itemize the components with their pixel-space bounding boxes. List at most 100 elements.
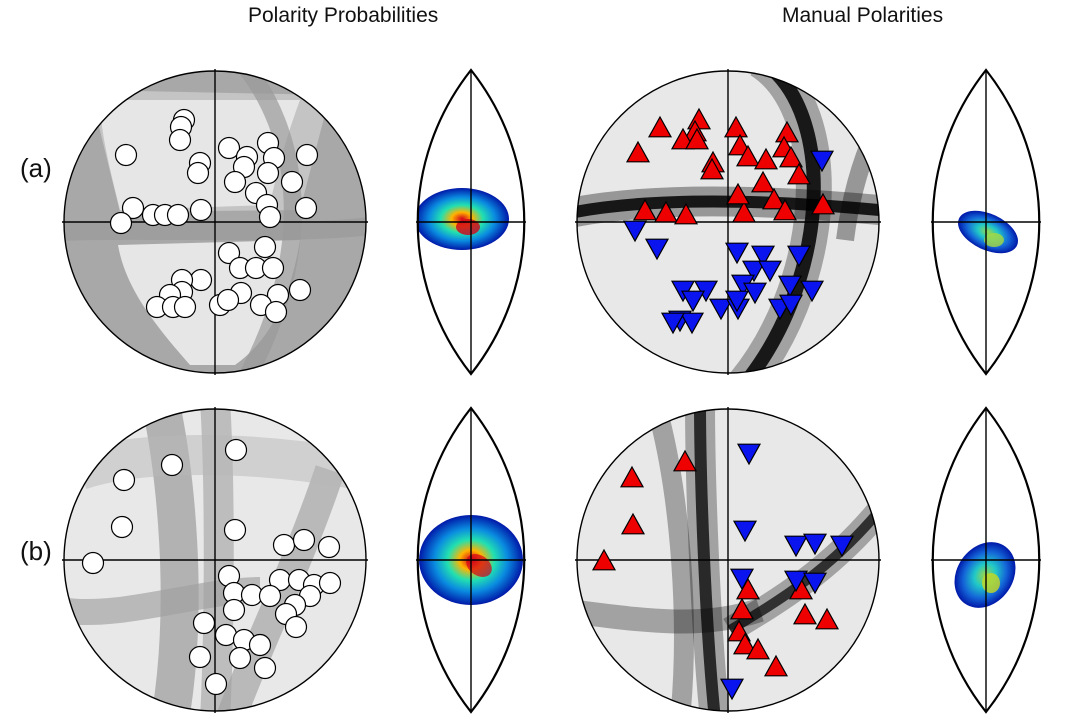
polarity-point <box>189 198 213 222</box>
dilatational-marker <box>732 520 758 543</box>
polarity-point <box>188 645 212 669</box>
density-cluster-a-manual <box>958 210 1018 254</box>
beachball-b-manual <box>575 407 881 713</box>
polarity-point <box>253 656 277 680</box>
dilatational-marker <box>708 298 734 321</box>
compressional-marker <box>792 602 818 625</box>
dilatational-marker <box>742 282 768 305</box>
dilatational-marker <box>783 570 809 593</box>
probability-points-a <box>109 108 319 324</box>
compressional-marker <box>723 115 749 138</box>
polarity-point <box>109 211 133 235</box>
nodal-band-b-1 <box>141 409 199 711</box>
polarity-point <box>317 535 341 559</box>
dilatational-marker <box>777 275 803 298</box>
dilatational-marker <box>829 535 855 558</box>
compressional-markers-a <box>625 107 836 225</box>
polarity-point <box>272 533 296 557</box>
dilatational-marker <box>724 242 750 265</box>
beachball-a-manual <box>575 69 881 375</box>
dilatational-marker <box>644 238 670 261</box>
polarity-point <box>192 611 216 635</box>
dilatational-marker <box>786 245 812 268</box>
compressional-marker <box>731 200 757 223</box>
nodal-band-b-mid-1 <box>694 409 721 711</box>
density-hotspot-a <box>456 219 480 235</box>
polarity-point <box>114 143 138 167</box>
density-cluster-a <box>417 188 509 250</box>
lens-a-manual <box>931 68 1041 376</box>
dilatational-marker <box>729 568 755 591</box>
nodal-band-b-mid-2 <box>650 417 694 711</box>
polarity-point <box>280 170 304 194</box>
polarity-point <box>318 571 342 595</box>
compressional-marker <box>729 597 755 620</box>
dilatational-marker <box>783 535 809 558</box>
polarity-point <box>222 598 246 622</box>
nodal-band-a-mid-1 <box>577 195 879 221</box>
polarity-point <box>110 515 134 539</box>
compressional-marker <box>814 607 840 630</box>
dilatational-marker <box>757 260 783 283</box>
polarity-point <box>173 295 197 319</box>
polarity-point <box>288 278 312 302</box>
compressional-marker <box>732 632 758 655</box>
polarity-point <box>248 633 272 657</box>
compressional-marker <box>684 127 710 150</box>
dilatational-marker <box>750 245 776 268</box>
polarity-point <box>258 205 282 229</box>
heading-polarity-probabilities: Polarity Probabilities <box>248 4 439 27</box>
compressional-marker <box>772 198 798 221</box>
compressional-marker <box>786 162 812 185</box>
polarity-point <box>294 196 318 220</box>
polarity-point <box>121 196 145 220</box>
compressional-marker <box>725 182 751 205</box>
polarity-point <box>284 615 308 639</box>
compressional-marker <box>761 187 787 210</box>
compressional-marker <box>778 145 804 168</box>
polarity-point <box>186 161 210 185</box>
compressional-marker <box>763 654 789 677</box>
dilatational-marker <box>724 290 750 313</box>
dilatational-marker <box>802 572 828 595</box>
lens-b-probabilities <box>416 406 526 714</box>
polarity-point <box>216 288 240 312</box>
compressional-marker <box>810 192 836 215</box>
compressional-marker <box>745 637 771 660</box>
compressional-marker <box>672 449 698 472</box>
density-hotspot-a-manual <box>984 233 1004 247</box>
compressional-marker <box>620 512 646 535</box>
dilatational-marker <box>719 678 745 701</box>
nodal-band-a-2 <box>64 217 366 241</box>
density-cluster-b-manual <box>954 542 1016 608</box>
nodal-band-a-mid-2 <box>729 71 821 373</box>
compressional-marker <box>753 147 779 170</box>
compressional-marker <box>632 198 658 221</box>
dilatational-markers-b <box>719 443 855 701</box>
compressional-marker <box>750 170 776 193</box>
compressional-marker <box>647 115 673 138</box>
dilatational-marker <box>660 312 686 335</box>
dilatational-marker <box>736 443 762 466</box>
polarity-point <box>81 551 105 575</box>
polarity-point <box>256 161 280 185</box>
dilatational-marker <box>679 312 705 335</box>
lens-a-probabilities <box>416 68 526 376</box>
row-label-a: (a) <box>20 153 52 183</box>
dilatational-marker <box>799 280 825 303</box>
polarity-point <box>217 136 241 160</box>
polarity-point <box>166 203 190 227</box>
polarity-point <box>217 241 241 265</box>
probability-points-b <box>81 438 342 696</box>
dilatational-marker <box>809 150 835 173</box>
dilatational-marker <box>778 294 804 317</box>
polarity-point <box>112 468 136 492</box>
polarity-point <box>228 646 252 670</box>
density-hotspot-b-manual <box>982 573 1000 593</box>
polarity-point <box>189 268 213 292</box>
compressional-marker <box>619 465 645 488</box>
beachball-a-probabilities <box>62 69 368 375</box>
beachball-b-probabilities <box>62 407 368 713</box>
heading-manual-polarities: Manual Polarities <box>782 4 944 27</box>
